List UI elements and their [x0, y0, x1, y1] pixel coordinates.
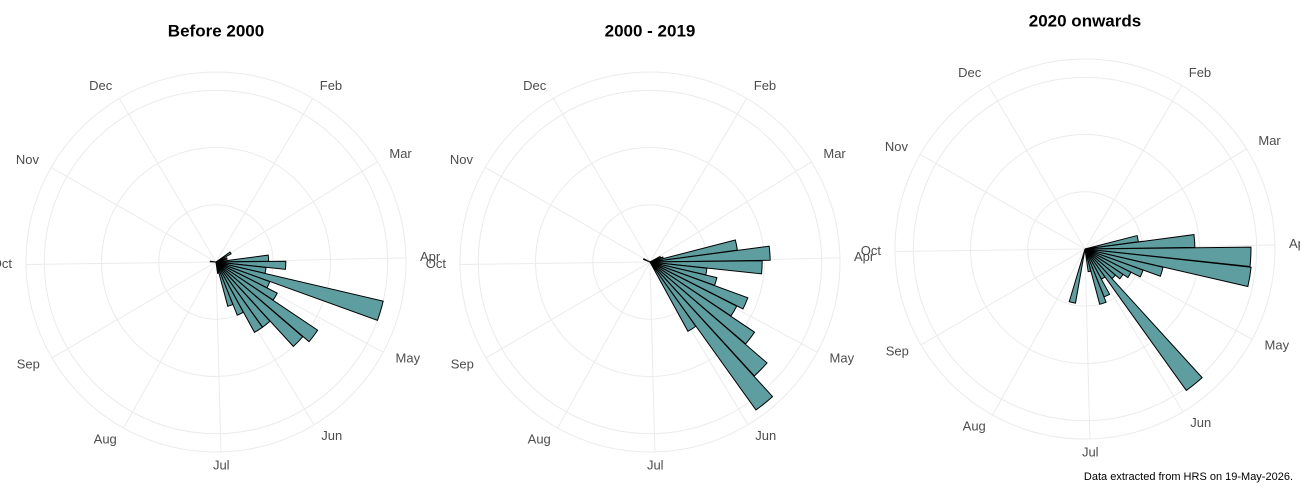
grid-spoke: [552, 98, 651, 263]
caption: Data extracted from HRS on 19-May-2026.: [1084, 471, 1293, 483]
grid-circle: [101, 147, 331, 377]
grid-circle: [535, 147, 765, 377]
month-label: Oct: [426, 256, 447, 271]
month-label: Apr: [1289, 236, 1300, 251]
grid-spoke: [460, 261, 651, 265]
bar: [649, 245, 771, 263]
month-label: Aug: [94, 432, 117, 447]
grid-spoke: [118, 98, 217, 263]
month-label: Sep: [886, 343, 909, 358]
grid-spoke: [1084, 248, 1091, 439]
grid-spoke: [215, 161, 378, 263]
grid-spoke: [649, 261, 656, 452]
month-label: Nov: [450, 152, 474, 167]
grid-circle: [912, 76, 1258, 422]
grid-spoke: [919, 154, 1086, 250]
bar: [215, 261, 264, 333]
month-label: Apr: [854, 249, 875, 264]
month-label: Apr: [420, 249, 441, 264]
grid-spoke: [557, 261, 651, 429]
bar: [215, 261, 220, 274]
grid-spoke: [484, 167, 651, 263]
bar: [649, 261, 768, 377]
grid-spoke: [485, 261, 651, 359]
month-label: Jul: [213, 457, 230, 472]
outer-ring: [25, 71, 407, 453]
bar: [1084, 248, 1124, 280]
bar: [1084, 246, 1252, 268]
bar: [1084, 248, 1203, 392]
month-label: Oct: [861, 243, 882, 258]
month-label: Dec: [523, 78, 547, 93]
bar: [1084, 248, 1107, 305]
bar: [215, 261, 304, 348]
bar: [1084, 234, 1196, 250]
month-label: Mar: [1258, 133, 1281, 148]
month-label: Jul: [1082, 444, 1099, 459]
month-label: Aug: [963, 419, 986, 434]
bar: [215, 257, 228, 263]
chart-title: Before 2000: [168, 21, 264, 40]
chart-title: 2000 - 2019: [605, 21, 696, 40]
bar: [642, 258, 651, 263]
grid-spoke: [51, 261, 217, 359]
month-label: Mar: [389, 146, 412, 161]
month-label: Feb: [320, 78, 342, 93]
outer-ring: [894, 58, 1276, 440]
month-label: Sep: [451, 356, 474, 371]
bar: [1068, 248, 1086, 304]
bar: [215, 261, 244, 316]
bar: [209, 260, 217, 263]
bar: [649, 261, 774, 411]
grid-spoke: [123, 261, 217, 429]
bar: [215, 251, 232, 263]
grid-spoke: [895, 248, 1086, 252]
grid-spoke: [987, 85, 1086, 250]
month-label: Jul: [647, 457, 664, 472]
month-label: Feb: [1189, 65, 1211, 80]
chart-title: 2020 onwards: [1029, 11, 1141, 30]
grid-spoke: [1084, 148, 1247, 250]
grid-spoke: [50, 167, 217, 263]
bar: [215, 261, 319, 343]
bar: [215, 261, 234, 307]
month-label: Jun: [321, 428, 342, 443]
grid-spoke: [1084, 85, 1183, 250]
month-label: Dec: [958, 65, 982, 80]
outer-ring: [459, 71, 841, 453]
month-label: Oct: [0, 256, 12, 271]
bar: [649, 261, 749, 310]
grid-circle: [477, 89, 823, 435]
month-label: Nov: [16, 152, 40, 167]
grid-spoke: [920, 248, 1086, 346]
grid-spoke: [649, 98, 748, 263]
grid-spoke: [649, 161, 812, 263]
grid-spoke: [215, 261, 222, 452]
bar: [649, 260, 763, 275]
month-label: Sep: [17, 356, 40, 371]
grid-circle: [43, 89, 389, 435]
bar: [1084, 248, 1092, 273]
month-label: Feb: [754, 78, 776, 93]
month-label: May: [1265, 337, 1290, 352]
month-label: May: [396, 350, 421, 365]
month-label: Jun: [755, 428, 776, 443]
month-label: Nov: [885, 139, 909, 154]
month-label: May: [830, 350, 855, 365]
bar: [649, 261, 697, 332]
bar: [215, 261, 384, 322]
month-label: Dec: [89, 78, 113, 93]
grid-spoke: [26, 261, 217, 265]
month-label: Jun: [1190, 415, 1211, 430]
grid-spoke: [992, 248, 1086, 416]
month-label: Aug: [528, 432, 551, 447]
grid-spoke: [215, 98, 314, 263]
month-label: Mar: [823, 146, 846, 161]
bar: [215, 260, 287, 270]
